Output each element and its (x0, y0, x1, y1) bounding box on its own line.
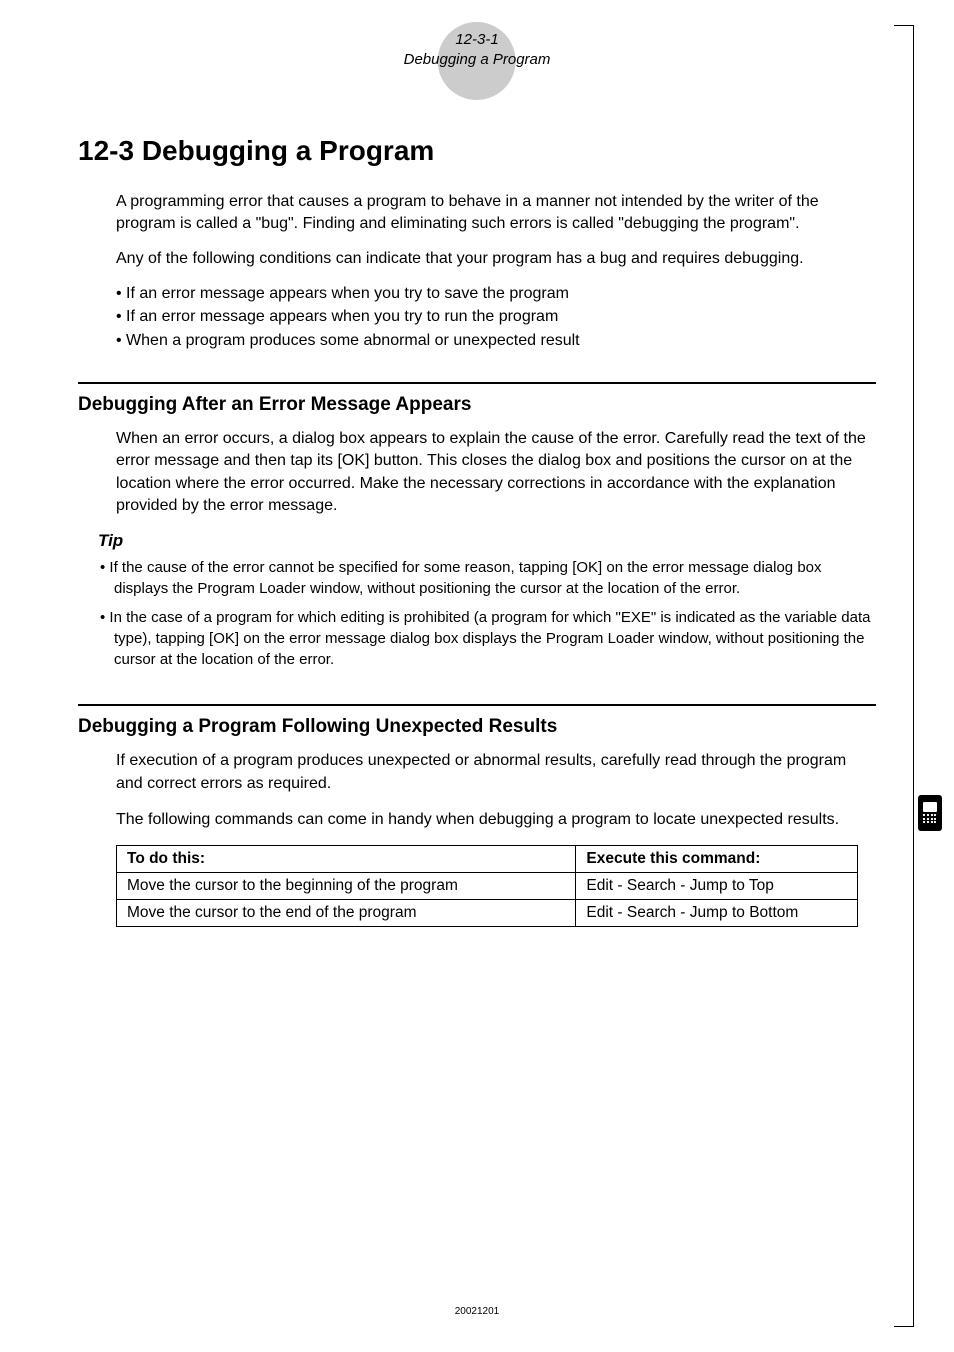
table-cell: Edit - Search - Jump to Top (576, 873, 858, 900)
table-cell: Move the cursor to the beginning of the … (117, 873, 576, 900)
calculator-screen-icon (923, 802, 937, 812)
tip-item: If the cause of the error cannot be spec… (100, 557, 876, 599)
section2-heading: Debugging a Program Following Unexpected… (78, 716, 876, 738)
condition-item: When a program produces some abnormal or… (116, 329, 876, 352)
page-border-right (913, 25, 914, 1327)
table-header-row: To do this: Execute this command: (117, 846, 858, 873)
condition-item: If an error message appears when you try… (116, 282, 876, 305)
calculator-icon (918, 795, 942, 831)
table-row: Move the cursor to the beginning of the … (117, 873, 858, 900)
content: 12-3 Debugging a Program A programming e… (78, 135, 876, 927)
table-col2-header: Execute this command: (576, 846, 858, 873)
section2-body-1: If execution of a program produces unexp… (116, 750, 876, 795)
condition-item: If an error message appears when you try… (116, 305, 876, 328)
page-border-bottom (894, 1326, 914, 1327)
page-border-top (894, 25, 914, 26)
header-badge: 12-3-1 Debugging a Program (404, 30, 551, 71)
header-text: 12-3-1 Debugging a Program (404, 30, 551, 71)
calculator-keys-icon (923, 814, 937, 824)
tip-item: In the case of a program for which editi… (100, 607, 876, 670)
table-cell: Move the cursor to the end of the progra… (117, 900, 576, 927)
divider (78, 382, 876, 384)
divider (78, 704, 876, 706)
section1-heading: Debugging After an Error Message Appears (78, 394, 876, 416)
table-cell: Edit - Search - Jump to Bottom (576, 900, 858, 927)
commands-table: To do this: Execute this command: Move t… (116, 845, 858, 927)
table-row: Move the cursor to the end of the progra… (117, 900, 858, 927)
footer-code: 20021201 (455, 1306, 500, 1317)
header-page-topic: Debugging a Program (404, 50, 551, 70)
intro-paragraph-1: A programming error that causes a progra… (116, 191, 876, 236)
header-page-ref: 12-3-1 (404, 30, 551, 50)
section1-body: When an error occurs, a dialog box appea… (116, 428, 876, 518)
intro-paragraph-2: Any of the following conditions can indi… (116, 248, 876, 270)
table-col1-header: To do this: (117, 846, 576, 873)
tip-label: Tip (98, 531, 876, 551)
conditions-list: If an error message appears when you try… (116, 282, 876, 352)
tip-list: If the cause of the error cannot be spec… (100, 557, 876, 670)
section2-body-2: The following commands can come in handy… (116, 809, 876, 831)
page-title: 12-3 Debugging a Program (78, 135, 876, 167)
